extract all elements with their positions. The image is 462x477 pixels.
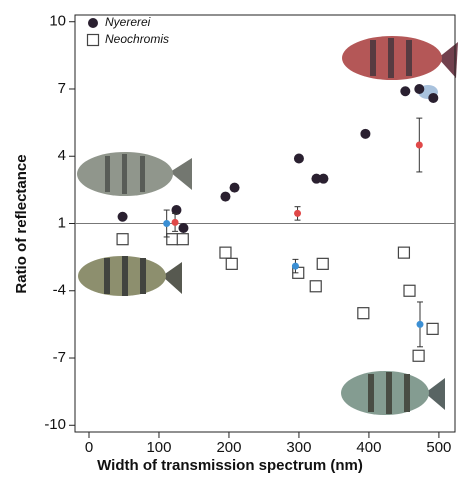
point — [226, 258, 237, 269]
mean-point — [163, 220, 170, 227]
x-tick-label: 100 — [146, 439, 171, 456]
y-tick-label: 1 — [58, 214, 66, 231]
mean-point — [172, 219, 179, 226]
point — [427, 323, 438, 334]
x-tick-label: 400 — [356, 439, 381, 456]
point — [177, 234, 188, 245]
chart: Width of transmission spectrum (nm) Rati… — [0, 0, 462, 477]
point — [230, 183, 240, 193]
legend-label: Neochromis — [105, 32, 169, 46]
point — [398, 247, 409, 258]
x-tick-label: 200 — [216, 439, 241, 456]
legend-label: Nyererei — [105, 15, 151, 29]
y-axis-title: Ratio of reflectance — [13, 154, 30, 293]
point — [310, 281, 321, 292]
x-tick-label: 0 — [85, 439, 93, 456]
y-tick-label: 7 — [58, 80, 66, 97]
point — [117, 234, 128, 245]
mean-point — [294, 210, 301, 217]
point — [220, 192, 230, 202]
x-tick-label: 300 — [286, 439, 311, 456]
point — [167, 234, 178, 245]
y-tick-label: -10 — [44, 416, 66, 433]
mean-point — [417, 321, 424, 328]
mean-point — [292, 263, 299, 270]
mean-point — [416, 142, 423, 149]
x-tick-label: 500 — [426, 439, 451, 456]
point — [317, 258, 328, 269]
point — [318, 174, 328, 184]
point — [118, 212, 128, 222]
point — [414, 84, 424, 94]
y-tick-label: 10 — [49, 13, 66, 30]
point — [294, 153, 304, 163]
point — [404, 285, 415, 296]
y-tick-label: -7 — [53, 349, 66, 366]
point — [400, 86, 410, 96]
point — [220, 247, 231, 258]
x-axis-title: Width of transmission spectrum (nm) — [97, 457, 363, 474]
legend-marker — [88, 35, 99, 46]
point — [413, 350, 424, 361]
y-tick-label: 4 — [58, 147, 66, 164]
point — [428, 93, 438, 103]
legend-marker — [88, 18, 98, 28]
point — [178, 223, 188, 233]
point — [358, 308, 369, 319]
y-tick-label: -4 — [53, 282, 66, 299]
point — [360, 129, 370, 139]
